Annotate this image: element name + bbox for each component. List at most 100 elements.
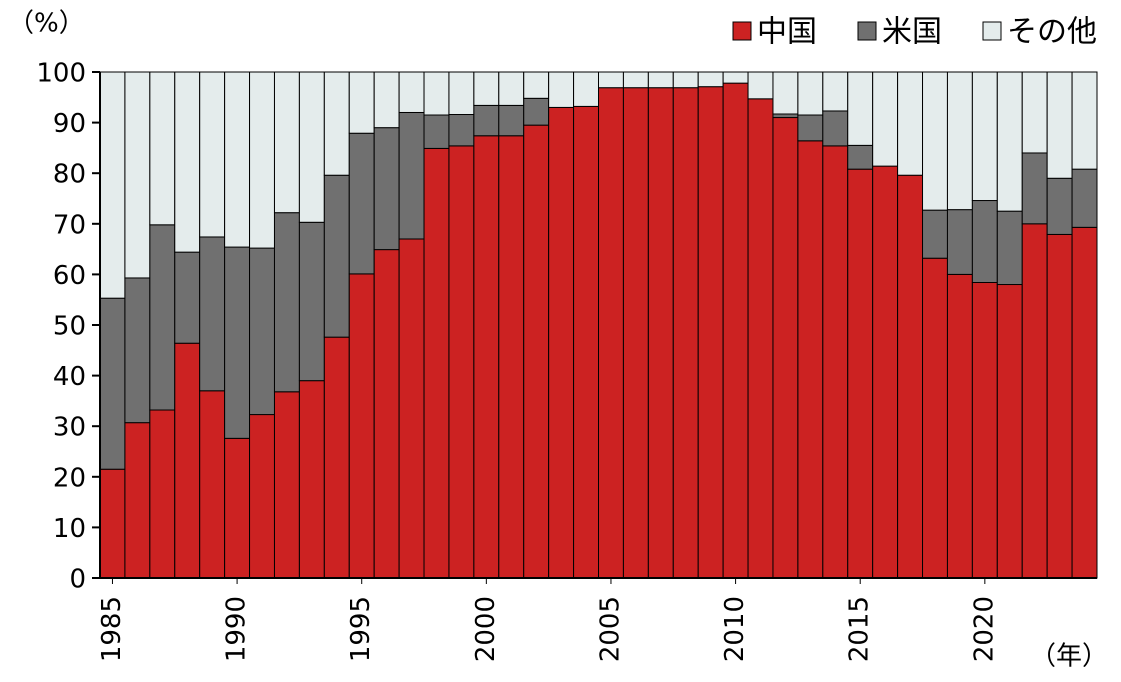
bar-segment — [647, 71, 674, 89]
bar-segment — [448, 71, 475, 116]
bar-segment — [971, 71, 998, 202]
bar-segment — [298, 221, 325, 382]
bar-segment — [922, 257, 948, 579]
bar-segment — [722, 71, 749, 84]
bar-segment — [373, 127, 400, 251]
bar-segment — [124, 71, 151, 279]
bar-segment — [822, 110, 849, 147]
bar-segment — [298, 71, 325, 223]
x-tick-label: 2005 — [595, 596, 625, 662]
y-tick-label: 100 — [36, 59, 86, 89]
legend-label: 中国 — [757, 15, 817, 50]
bar-segment — [448, 145, 475, 579]
bar-segment — [1021, 152, 1048, 225]
bar-segment — [498, 71, 525, 106]
bar-segment — [1021, 71, 1048, 154]
bar-segment — [249, 414, 275, 579]
y-unit-label: （%） — [8, 9, 85, 39]
bar-segment — [348, 71, 375, 134]
y-tick-label: 0 — [69, 565, 86, 595]
bar-segment — [473, 71, 500, 106]
legend-label: その他 — [1007, 15, 1097, 50]
bar-segment — [548, 106, 575, 579]
bar-segment — [622, 71, 649, 89]
bar-segment — [99, 468, 126, 579]
bar-segment — [772, 71, 799, 115]
bar-segment — [249, 247, 275, 416]
bar-segment — [498, 135, 525, 579]
bar-segment — [273, 391, 300, 579]
bar-segment — [149, 71, 176, 226]
x-unit-label: （年） — [1030, 642, 1108, 672]
legend-swatch — [857, 21, 877, 41]
bar-segment — [1071, 168, 1098, 228]
bar-segment — [298, 380, 325, 579]
bar-segment — [971, 281, 998, 579]
bar-segment — [1071, 71, 1098, 170]
bar-segment — [348, 132, 375, 275]
bar-segment — [348, 273, 375, 579]
bar-segment — [398, 238, 425, 579]
bar-segment — [672, 87, 699, 579]
bar-segment — [822, 71, 849, 112]
bar-segment — [697, 86, 724, 579]
y-tick-label: 90 — [53, 109, 86, 139]
y-tick-label: 10 — [53, 514, 86, 544]
bar-segment — [598, 87, 624, 579]
bar-segment — [124, 422, 151, 579]
bar-segment — [922, 71, 948, 211]
bar-segment — [273, 71, 300, 214]
bar-segment — [996, 284, 1023, 579]
bar-segment — [598, 71, 624, 89]
bar-segment — [473, 104, 500, 137]
bar-segment — [373, 71, 400, 129]
x-tick-label: 1990 — [222, 596, 252, 662]
y-tick-label: 60 — [53, 261, 86, 291]
y-tick-label: 40 — [53, 362, 86, 392]
bar-segment — [323, 174, 350, 338]
bar-segment — [847, 144, 874, 170]
bar-segment — [398, 71, 425, 113]
bar-segment — [872, 165, 899, 579]
bar-segment — [872, 71, 899, 167]
bar-segment — [473, 135, 500, 579]
x-tick-label: 1995 — [346, 596, 376, 662]
y-tick-label: 20 — [53, 463, 86, 493]
bar-segment — [224, 437, 251, 579]
x-tick-label: 2010 — [720, 596, 750, 662]
bar-segment — [174, 342, 201, 579]
bar-segment — [174, 71, 201, 253]
bar-segment — [423, 71, 450, 116]
bar-segment — [622, 87, 649, 579]
bar-segment — [946, 273, 973, 579]
bar-segment — [249, 71, 275, 249]
bar-segment — [1046, 177, 1073, 235]
bar-segment — [398, 111, 425, 240]
bar-segment — [523, 71, 550, 99]
bar-segment — [772, 117, 799, 579]
bar-segment — [548, 71, 575, 108]
bar-segment — [822, 145, 849, 579]
bar-segment — [199, 71, 226, 238]
y-tick-label: 50 — [53, 312, 86, 342]
bar-segment — [498, 104, 525, 137]
x-tick-label: 1985 — [97, 596, 127, 662]
bar-segment — [847, 71, 874, 146]
bar-segment — [99, 71, 126, 299]
bar-segment — [946, 209, 973, 275]
bar-segment — [747, 98, 774, 579]
bar-segment — [149, 409, 176, 579]
bar-segment — [797, 71, 824, 116]
bar-segment — [573, 71, 600, 107]
y-tick-label: 80 — [53, 160, 86, 190]
legend-swatch — [982, 21, 1002, 41]
bar-segment — [922, 209, 948, 259]
bar-segment — [647, 87, 674, 579]
bar-segment — [199, 236, 226, 392]
bar-segment — [448, 114, 475, 147]
bar-segment — [772, 113, 799, 119]
bar-segment — [672, 71, 699, 89]
bar-segment — [847, 168, 874, 579]
bar-segment — [897, 174, 924, 579]
